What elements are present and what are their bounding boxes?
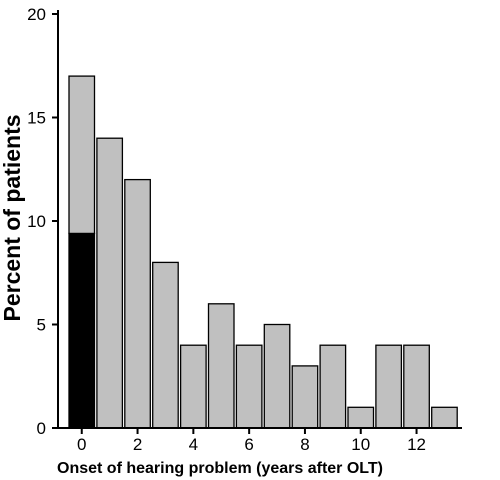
y-tick-label-15: 15 [27, 109, 46, 128]
x-tick-label-6: 6 [244, 435, 253, 454]
bar-13-s1 [431, 406, 458, 429]
bar-6-s1 [235, 344, 263, 429]
bar-3-s1 [152, 261, 179, 429]
bar-7-s1 [263, 323, 291, 429]
y-tick-label-5: 5 [37, 316, 46, 335]
x-tick-label-12: 12 [407, 435, 426, 454]
x-tick-label-2: 2 [133, 435, 142, 454]
x-tick-label-10: 10 [351, 435, 370, 454]
bar-11-s1 [375, 344, 403, 429]
bar-10-s1 [347, 406, 375, 429]
bar-12-s1 [403, 344, 430, 429]
x-tick-label-0: 0 [77, 435, 86, 454]
bar-4-s1 [179, 344, 207, 429]
y-tick-label-20: 20 [27, 5, 46, 24]
bar-8-s1 [291, 365, 319, 429]
bar-5-s1 [207, 303, 235, 429]
bar-2-s1 [124, 178, 151, 429]
y-tick-label-0: 0 [37, 419, 46, 438]
bar-0-s0 [68, 232, 96, 429]
x-axis-title: Onset of hearing problem (years after OL… [57, 460, 383, 477]
axes-group [57, 10, 462, 429]
bar-0-s1 [68, 75, 96, 235]
bars-group [68, 75, 458, 429]
x-tick-label-4: 4 [189, 435, 198, 454]
x-ticks-group: 0 2 4 6 8 10 12 [77, 428, 426, 454]
y-ticks-group: 0 5 10 15 20 [27, 5, 58, 438]
bar-1-s1 [96, 137, 124, 429]
bar-9-s1 [319, 344, 347, 429]
y-tick-label-10: 10 [27, 212, 46, 231]
x-tick-label-8: 8 [300, 435, 309, 454]
y-axis-title: Percent of patients [0, 114, 25, 321]
